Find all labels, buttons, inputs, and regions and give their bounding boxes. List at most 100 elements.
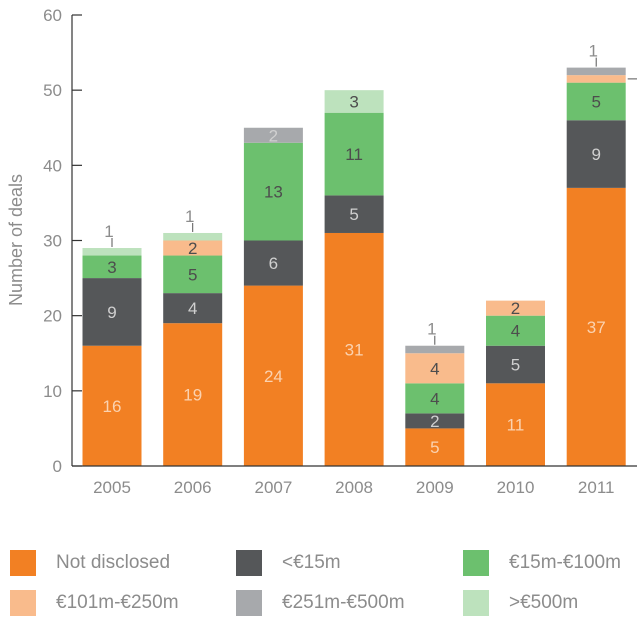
legend-swatch: [463, 550, 489, 576]
legend: Not disclosed <€15m €15m-€100m €101m-€250m €…: [0, 540, 637, 618]
bar-segment: [405, 353, 465, 384]
legend-item: <€15m: [236, 548, 341, 578]
bar-segment: [243, 240, 303, 286]
legend-label: €251m-€500m: [282, 592, 405, 613]
data-label: 19: [183, 386, 202, 405]
data-label: 3: [107, 258, 116, 277]
bar-segment: [163, 293, 223, 324]
y-tick-label: 20: [43, 307, 62, 326]
x-tick-label: 2010: [497, 478, 535, 497]
data-label: 4: [188, 299, 197, 318]
legend-label: >€500m: [509, 592, 579, 613]
y-axis: 0 10 20 30 40 50 60: [43, 6, 82, 476]
data-label: 37: [587, 318, 606, 337]
y-tick-label: 10: [43, 382, 62, 401]
legend-swatch: [10, 590, 36, 616]
data-label: 16: [103, 397, 122, 416]
data-label: 3: [349, 92, 358, 111]
data-label: 13: [264, 183, 283, 202]
bar-segment: [243, 285, 303, 466]
y-tick-label: 0: [53, 457, 62, 476]
bar-segment: [82, 278, 142, 346]
data-label: 2: [269, 126, 278, 145]
x-tick-label: 2005: [93, 478, 131, 497]
data-label: 1: [427, 320, 436, 339]
data-label: 2: [511, 299, 520, 318]
legend-swatch: [236, 590, 262, 616]
y-tick-label: 30: [43, 232, 62, 251]
data-label: 9: [107, 303, 116, 322]
bar-segment: [566, 75, 626, 83]
legend-label: €15m-€100m: [509, 552, 621, 573]
x-tick-label: 2008: [335, 478, 373, 497]
data-label: 9: [591, 145, 600, 164]
data-label: 1: [185, 207, 194, 226]
data-label: 5: [430, 438, 439, 457]
data-label: 5: [511, 356, 520, 375]
legend-item: €15m-€100m: [463, 548, 621, 578]
bar-segment: [243, 127, 303, 143]
legend-swatch: [463, 590, 489, 616]
bar-segment: [405, 428, 465, 466]
y-axis-label: Number of deals: [6, 174, 26, 306]
bar-segment: [324, 195, 384, 233]
bar-segment: [163, 240, 223, 256]
bar-segment: [486, 300, 545, 316]
data-label: 2: [430, 412, 439, 431]
bar-segment: [324, 112, 384, 196]
data-label: 24: [264, 367, 283, 386]
bar-segment: [82, 248, 142, 256]
bar-segment: [566, 187, 626, 466]
legend-swatch: [236, 550, 262, 576]
legend-item: €101m-€250m: [10, 588, 179, 618]
bar-segment: [243, 142, 303, 241]
bar-segment: [566, 82, 626, 121]
bar-segment: [405, 413, 465, 429]
data-label: 4: [511, 322, 520, 341]
legend-item: €251m-€500m: [236, 588, 405, 618]
bar-segment: [566, 67, 626, 76]
legend-item: Not disclosed: [10, 548, 170, 578]
x-tick-label: 2007: [254, 478, 292, 497]
data-label: 5: [591, 92, 600, 111]
bar-segment: [324, 90, 384, 113]
legend-label: Not disclosed: [56, 552, 171, 573]
x-tick-label: 2011: [578, 478, 615, 497]
legend-swatch: [10, 550, 36, 576]
bar-segment: [163, 232, 223, 241]
bar-segment: [486, 315, 545, 346]
data-labels: 169311945212461323151135244111542379511: [103, 42, 637, 457]
bar-segment: [163, 323, 223, 466]
bar-segment: [486, 345, 545, 384]
bars: [82, 67, 626, 466]
data-label: 11: [507, 416, 525, 435]
bar-segment: [405, 383, 465, 414]
data-label: 4: [430, 359, 439, 378]
x-tick-label: 2006: [174, 478, 212, 497]
y-tick-label: 50: [43, 81, 62, 100]
bar-segment: [486, 383, 545, 466]
bar-segment: [566, 120, 626, 188]
bar-segment: [82, 345, 142, 466]
y-tick-label: 60: [43, 6, 62, 25]
y-tick-label: 40: [43, 156, 62, 175]
bar-segment: [324, 232, 384, 466]
legend-label: <€15m: [282, 552, 341, 573]
data-label: 5: [349, 205, 358, 224]
data-label: 31: [345, 340, 364, 359]
data-label: 2: [188, 239, 197, 258]
legend-item: >€500m: [463, 588, 578, 618]
data-label: 6: [269, 254, 278, 273]
x-tick-label: 2009: [416, 478, 454, 497]
bar-segment: [82, 255, 142, 279]
x-axis: 2005 2006 2007 2008 2009 2010 2011: [72, 465, 637, 497]
bar-segment: [405, 345, 465, 354]
data-label: 1: [104, 222, 113, 241]
data-label: 4: [430, 389, 439, 408]
bar-segment: [163, 255, 223, 294]
legend-label: €101m-€250m: [56, 592, 179, 613]
data-label: 11: [345, 145, 363, 164]
data-label: 5: [188, 265, 197, 284]
data-label: 1: [588, 42, 597, 61]
